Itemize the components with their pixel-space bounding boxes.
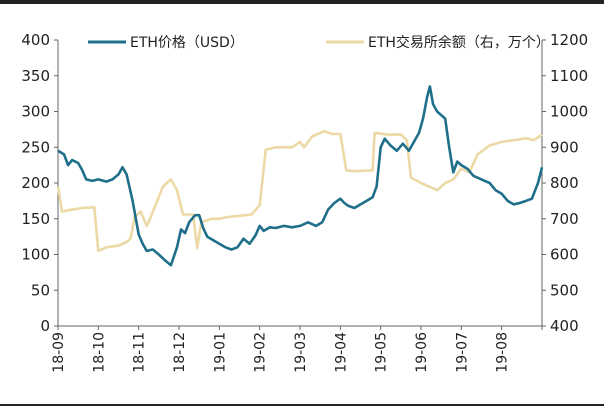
y-right-tick-label: 400 [550,317,579,335]
y-left-tick-label: 0 [40,317,50,335]
x-tick-label: 19-06 [414,332,430,373]
y-left-tick-label: 50 [31,281,50,299]
y-right-tick-label: 900 [550,138,579,156]
x-tick-label: 19-01 [212,332,228,373]
y-left-tick-label: 400 [21,31,50,49]
series-layer [56,85,544,267]
bottom-rule [0,404,604,406]
series-line-eth-price [57,85,544,267]
x-tick-label: 18-11 [132,332,148,373]
x-tick-label: 19-07 [454,332,470,373]
y-right-tick-label: 700 [550,210,579,228]
y-left-tick-label: 250 [21,138,50,156]
x-tick-label: 19-08 [495,332,511,373]
top-rule [0,0,604,4]
y-right-tick-label: 600 [550,246,579,264]
y-left-tick-label: 350 [21,67,50,85]
x-tick-label: 18-09 [51,332,67,373]
y-left-tick-label: 150 [21,210,50,228]
legend: ETH价格（USD） ETH交易所余额（右，万个） [88,34,550,51]
y-right-tick-label: 1000 [550,103,588,121]
x-tick-label: 19-03 [293,332,309,373]
y-left-tick-label: 200 [21,174,50,192]
legend-label-eth-price: ETH价格（USD） [130,35,244,51]
x-tick-label: 19-02 [253,332,269,373]
y-left-tick-label: 300 [21,103,50,121]
y-right-tick-label: 800 [550,174,579,192]
x-tick-label: 19-04 [333,332,349,373]
y-left-tick-label: 100 [21,246,50,264]
x-tick-label: 18-12 [172,332,188,373]
y-right-tick-label: 500 [550,281,579,299]
y-right-tick-label: 1100 [550,67,588,85]
x-tick-label: 18-10 [91,332,107,373]
series-line-exchange-balance [56,129,543,253]
x-tick-label: 19-05 [374,332,390,373]
legend-label-exchange-balance: ETH交易所余额（右，万个） [368,34,550,51]
y-right-tick-label: 1200 [550,31,588,49]
axes-layer: 0 50 100 150 200 250 300 350 400 400 500 600 700 800 9… [21,31,588,373]
